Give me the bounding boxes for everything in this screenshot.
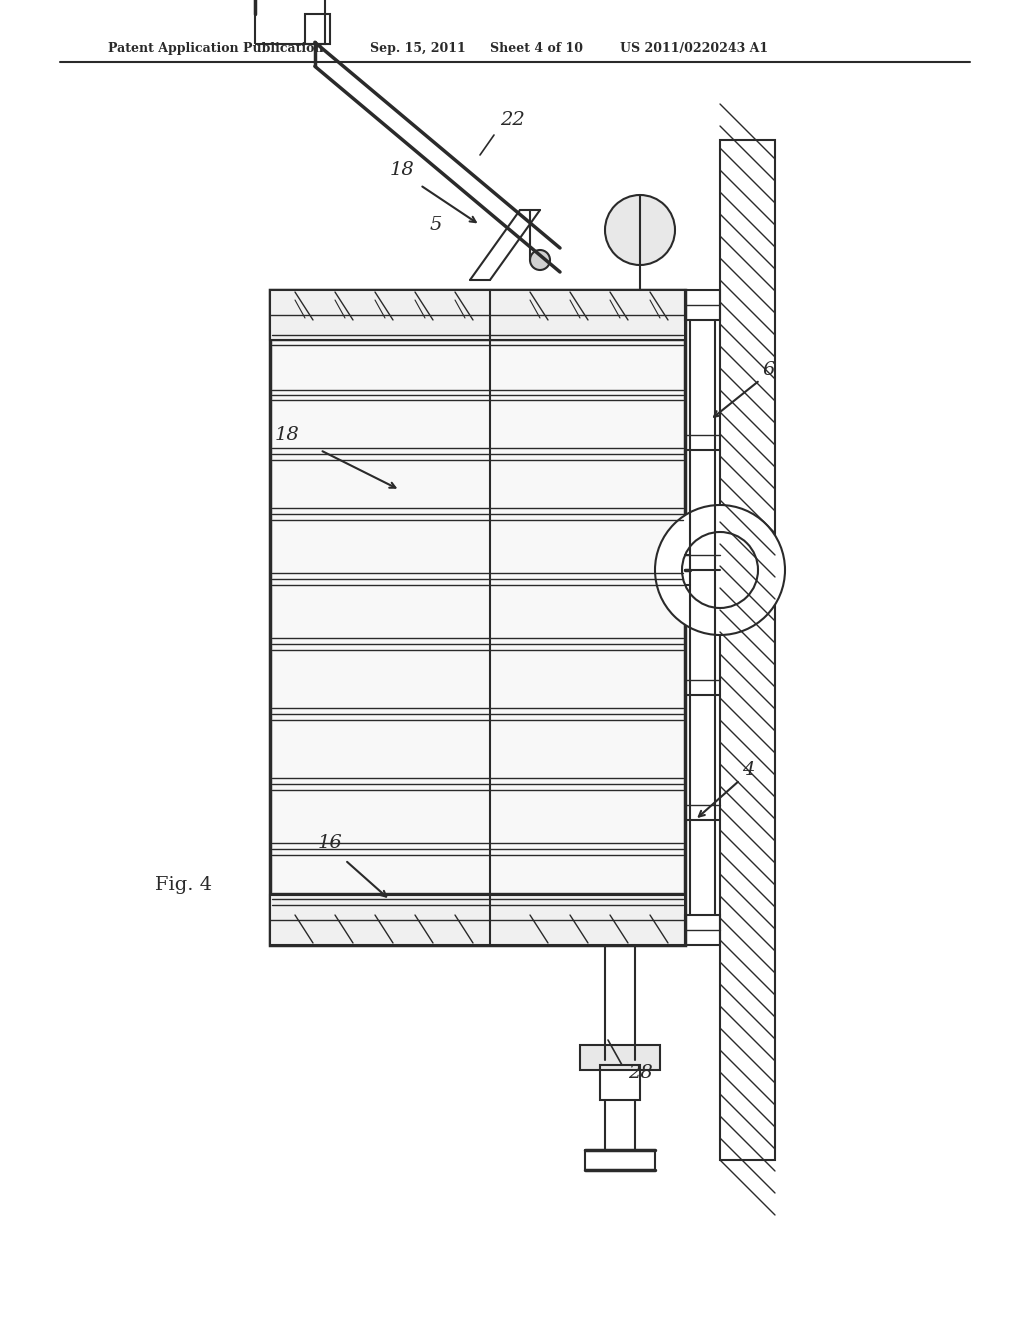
Bar bbox=[580, 1045, 660, 1071]
Text: 18: 18 bbox=[390, 161, 415, 180]
Circle shape bbox=[682, 532, 758, 609]
Bar bbox=[685, 915, 720, 945]
Text: Patent Application Publication: Patent Application Publication bbox=[108, 42, 324, 55]
Bar bbox=[270, 895, 685, 945]
Circle shape bbox=[605, 195, 675, 265]
Bar bbox=[255, 0, 325, 45]
Bar bbox=[600, 1065, 640, 1100]
Bar bbox=[305, 15, 330, 45]
Circle shape bbox=[530, 249, 550, 271]
Bar bbox=[270, 290, 685, 945]
Text: 4: 4 bbox=[742, 762, 755, 779]
Circle shape bbox=[655, 506, 785, 635]
Bar bbox=[685, 290, 720, 319]
Text: Sep. 15, 2011: Sep. 15, 2011 bbox=[370, 42, 466, 55]
Text: Sheet 4 of 10: Sheet 4 of 10 bbox=[490, 42, 583, 55]
Text: 6: 6 bbox=[762, 360, 774, 379]
Text: 16: 16 bbox=[318, 834, 343, 851]
Text: 22: 22 bbox=[500, 111, 524, 129]
Text: US 2011/0220243 A1: US 2011/0220243 A1 bbox=[620, 42, 768, 55]
Text: 18: 18 bbox=[275, 426, 300, 444]
Text: 28: 28 bbox=[628, 1064, 652, 1082]
Text: 5: 5 bbox=[430, 216, 442, 234]
Bar bbox=[720, 140, 775, 1160]
Text: Fig. 4: Fig. 4 bbox=[155, 876, 212, 894]
Bar bbox=[270, 290, 685, 341]
